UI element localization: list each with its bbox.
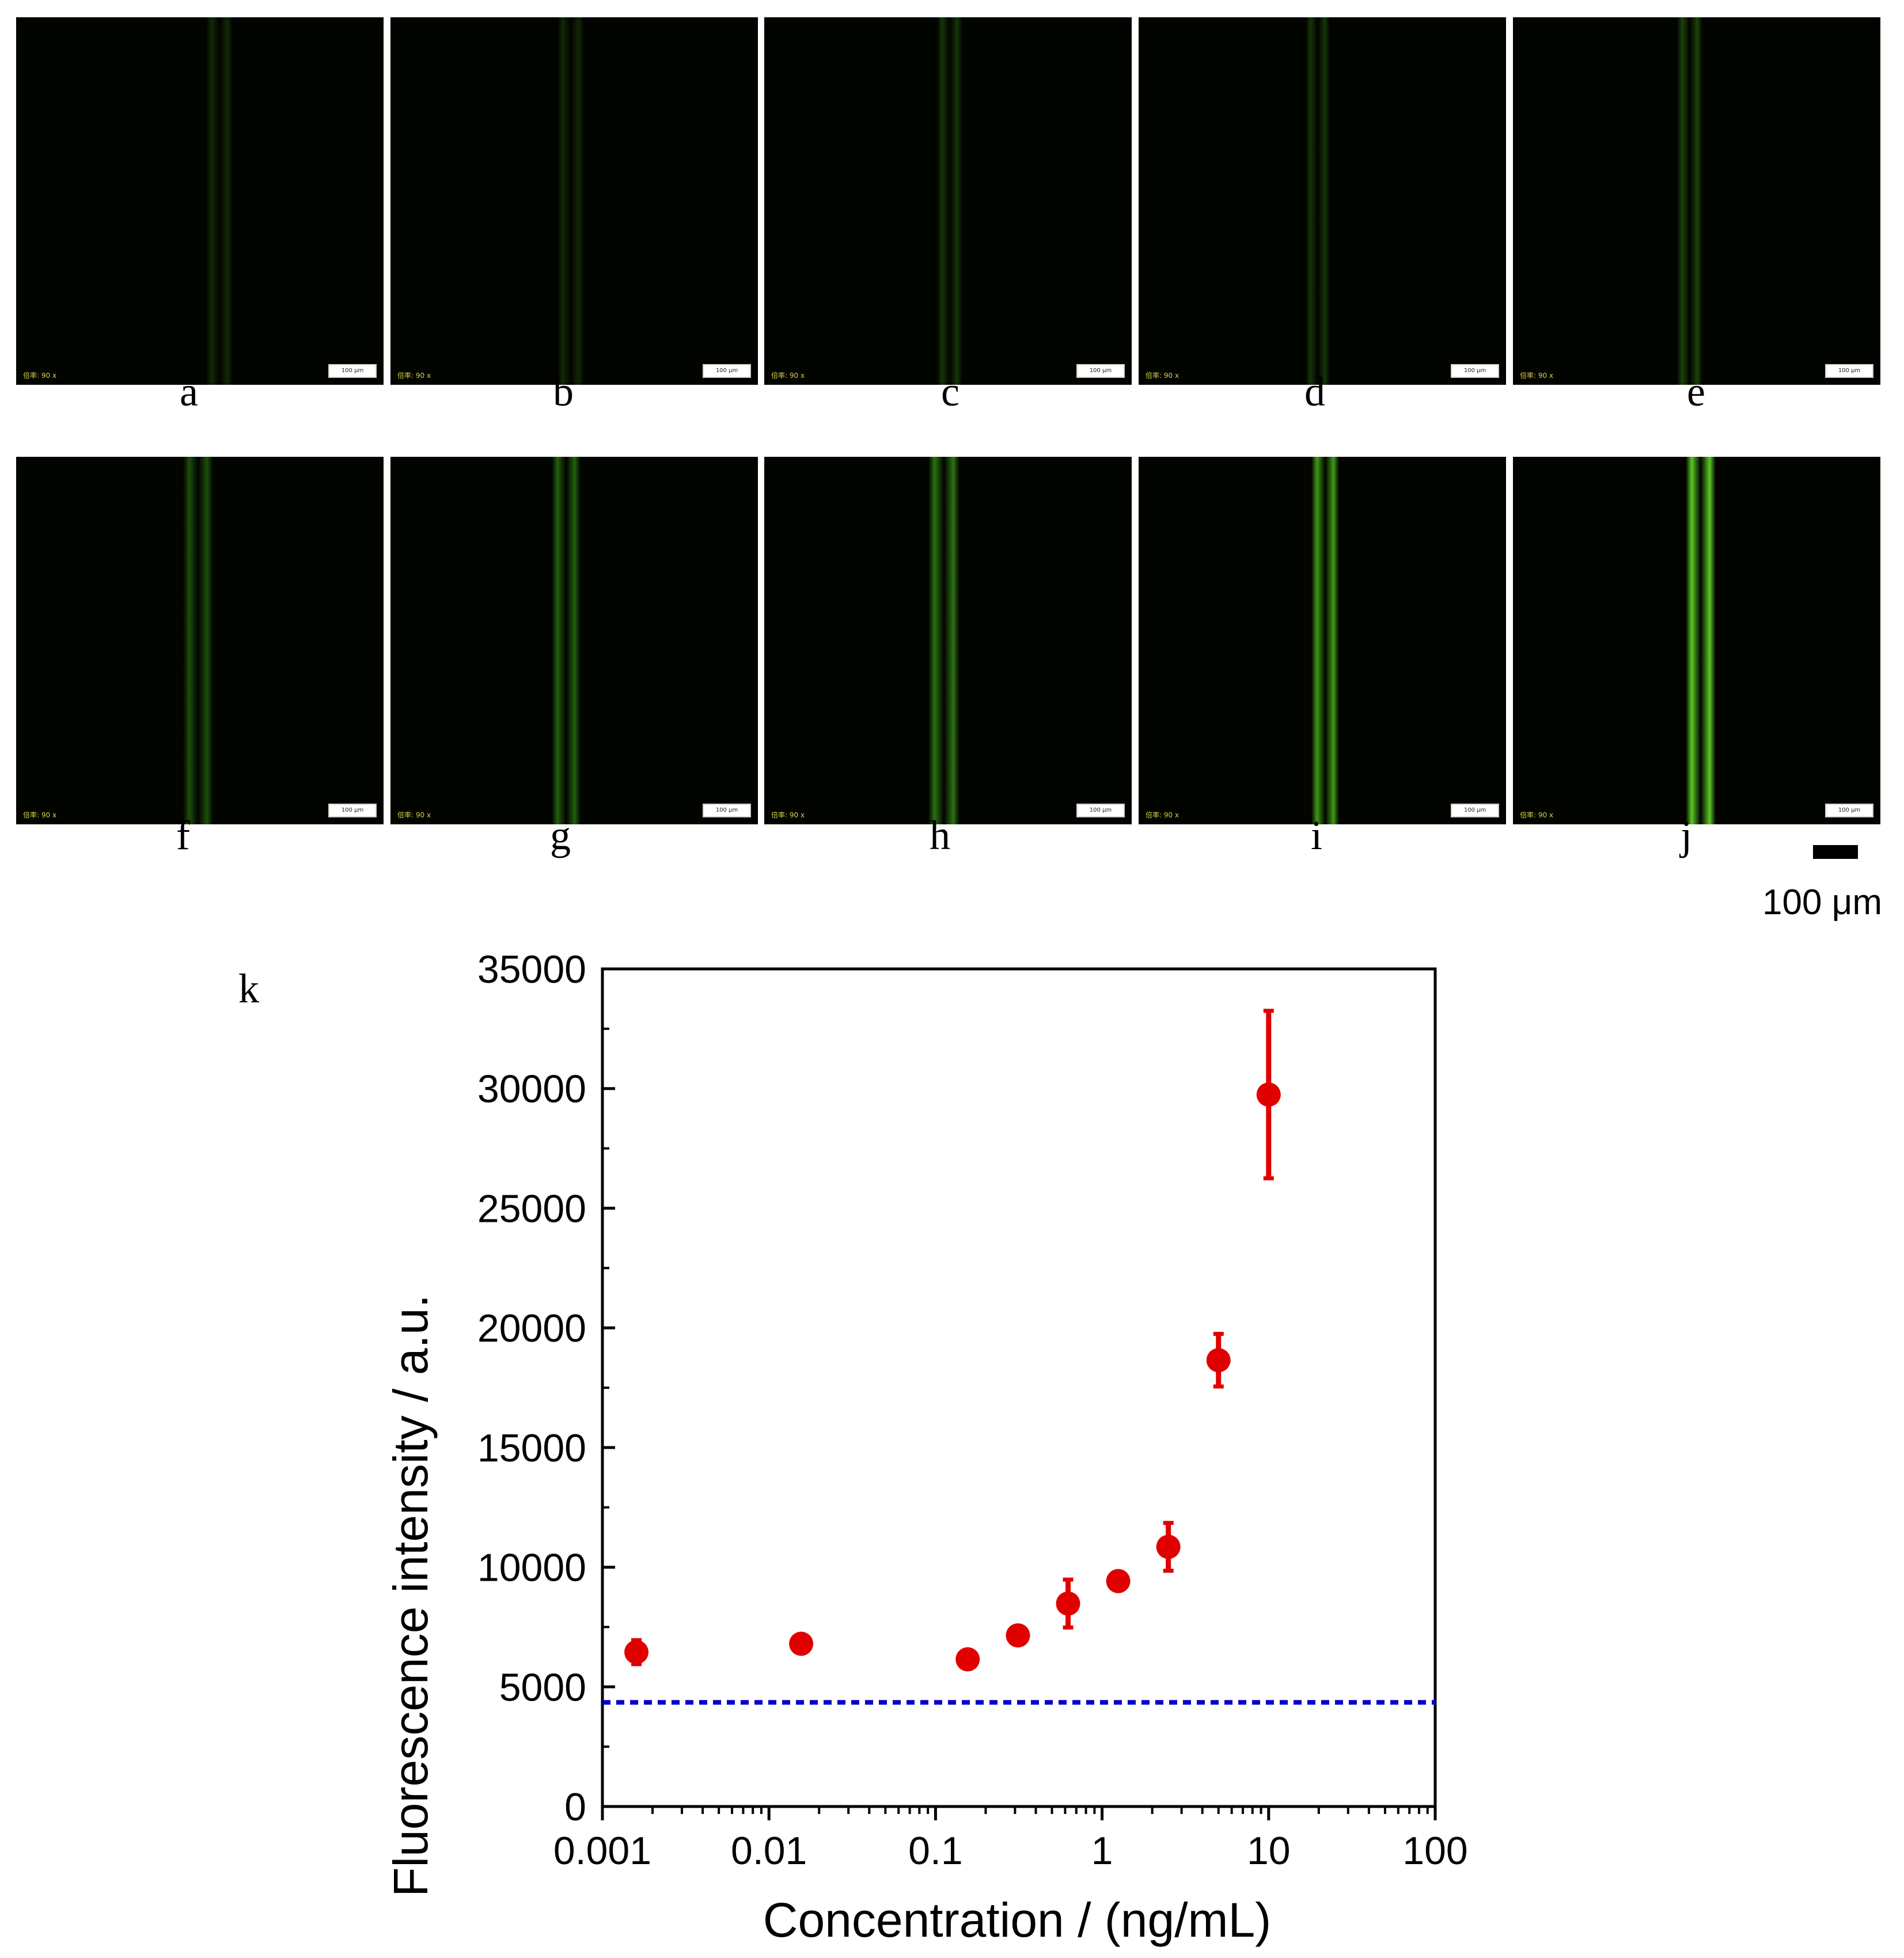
inset-scale-label: 100 μm	[1451, 804, 1499, 817]
micrograph-g: 倍率: 90 x 100 μm	[390, 457, 758, 824]
x-tick-label: 100	[1402, 1829, 1467, 1873]
x-tick-label: 0.001	[553, 1829, 651, 1873]
panel-letter-h: h	[930, 812, 950, 858]
panel-letter-k: k	[238, 965, 259, 1012]
micrograph-c: 倍率: 90 x 100 μm	[764, 17, 1132, 385]
plot-axes: 0 5000 10000 15000 20000 25000 30000 35000 0.001…	[477, 948, 1468, 1873]
panel-letter-d: d	[1304, 369, 1325, 415]
y-tick-label: 20000	[477, 1306, 586, 1350]
inset-scale-label: 100 μm	[1451, 364, 1499, 378]
panel-letter-c: c	[941, 369, 959, 415]
inset-scale-label: 100 μm	[328, 804, 377, 817]
inset-scale-label: 100 μm	[703, 364, 751, 378]
inset-scale-label: 100 μm	[703, 804, 751, 817]
data-point	[789, 1631, 814, 1656]
panel-letter-j: j	[1680, 812, 1692, 858]
inset-scale-label: 100 μm	[1076, 804, 1125, 817]
y-tick-label: 15000	[477, 1426, 586, 1470]
micrograph-i: 倍率: 90 x 100 μm	[1139, 457, 1506, 824]
data-point	[1206, 1348, 1231, 1373]
plot-frame	[601, 967, 1437, 1808]
y-tick-label: 5000	[499, 1665, 586, 1709]
magnification-label: 倍率: 90 x	[397, 372, 431, 380]
inset-scale-label: 100 μm	[1076, 364, 1125, 378]
scale-bar-label: 100 μm	[1762, 883, 1883, 922]
y-axis-label: Fluorescence intensity / a.u.	[384, 1294, 438, 1897]
fiber-band	[928, 457, 959, 824]
inset-scale-label: 100 μm	[328, 364, 377, 378]
micrograph-f: 倍率: 90 x 100 μm	[16, 457, 384, 824]
magnification-label: 倍率: 90 x	[1520, 372, 1554, 380]
x-axis-label: Concentration / (ng/mL)	[763, 1893, 1271, 1947]
x-tick-label: 1	[1091, 1829, 1113, 1873]
inset-scale-label: 100 μm	[1825, 804, 1873, 817]
scale-bar	[1813, 845, 1858, 859]
fiber-band	[552, 457, 581, 824]
data-point	[1106, 1569, 1131, 1593]
micrograph-b: 倍率: 90 x 100 μm	[390, 17, 758, 385]
magnification-label: 倍率: 90 x	[23, 811, 57, 819]
panel-letter-e: e	[1687, 369, 1705, 415]
fiber-band	[1306, 17, 1330, 385]
micrograph-a: 倍率: 90 x 100 μm	[16, 17, 384, 385]
y-tick-label: 10000	[477, 1546, 586, 1590]
micrograph-j: 倍率: 90 x 100 μm	[1513, 457, 1880, 824]
plot-marks	[602, 1009, 1435, 1705]
fiber-band	[557, 17, 584, 385]
y-tick-label: 0	[564, 1785, 586, 1829]
fiber-band	[206, 17, 233, 385]
magnification-label: 倍率: 90 x	[1146, 372, 1179, 380]
fiber-band	[183, 457, 213, 824]
magnification-label: 倍率: 90 x	[397, 811, 431, 819]
fiber-band	[937, 17, 962, 385]
data-point	[1156, 1535, 1181, 1559]
data-point	[1256, 1082, 1281, 1107]
y-tick-label: 35000	[477, 948, 586, 991]
fiber-band	[1677, 17, 1702, 385]
data-point	[1006, 1623, 1030, 1648]
data-point	[624, 1640, 649, 1665]
magnification-label: 倍率: 90 x	[23, 372, 57, 380]
data-point	[955, 1647, 980, 1672]
x-tick-label: 0.1	[908, 1829, 963, 1873]
fiber-band	[1686, 457, 1716, 824]
panel-letter-i: i	[1310, 812, 1322, 858]
panel-letter-a: a	[180, 369, 198, 415]
x-tick-label: 0.01	[731, 1829, 807, 1873]
micrograph-e: 倍率: 90 x 100 μm	[1513, 17, 1880, 385]
magnification-label: 倍率: 90 x	[771, 811, 805, 819]
fiber-band	[1311, 457, 1339, 824]
inset-scale-label: 100 μm	[1825, 364, 1873, 378]
y-tick-label: 30000	[477, 1067, 586, 1111]
panel-letter-g: g	[550, 812, 571, 858]
fluorescence-chart: k 0 5000 10000 15000 20000 25000 30000 35000 0.0…	[238, 948, 1468, 1947]
micrograph-h: 倍率: 90 x 100 μm	[764, 457, 1132, 824]
y-tick-label: 25000	[477, 1187, 586, 1230]
magnification-label: 倍率: 90 x	[771, 372, 805, 380]
magnification-label: 倍率: 90 x	[1146, 811, 1179, 819]
magnification-label: 倍率: 90 x	[1520, 811, 1554, 819]
micrograph-d: 倍率: 90 x 100 μm	[1139, 17, 1506, 385]
panel-letter-b: b	[553, 369, 574, 415]
panel-letter-f: f	[176, 812, 190, 858]
data-point	[1056, 1591, 1080, 1616]
x-tick-label: 10	[1247, 1829, 1291, 1873]
